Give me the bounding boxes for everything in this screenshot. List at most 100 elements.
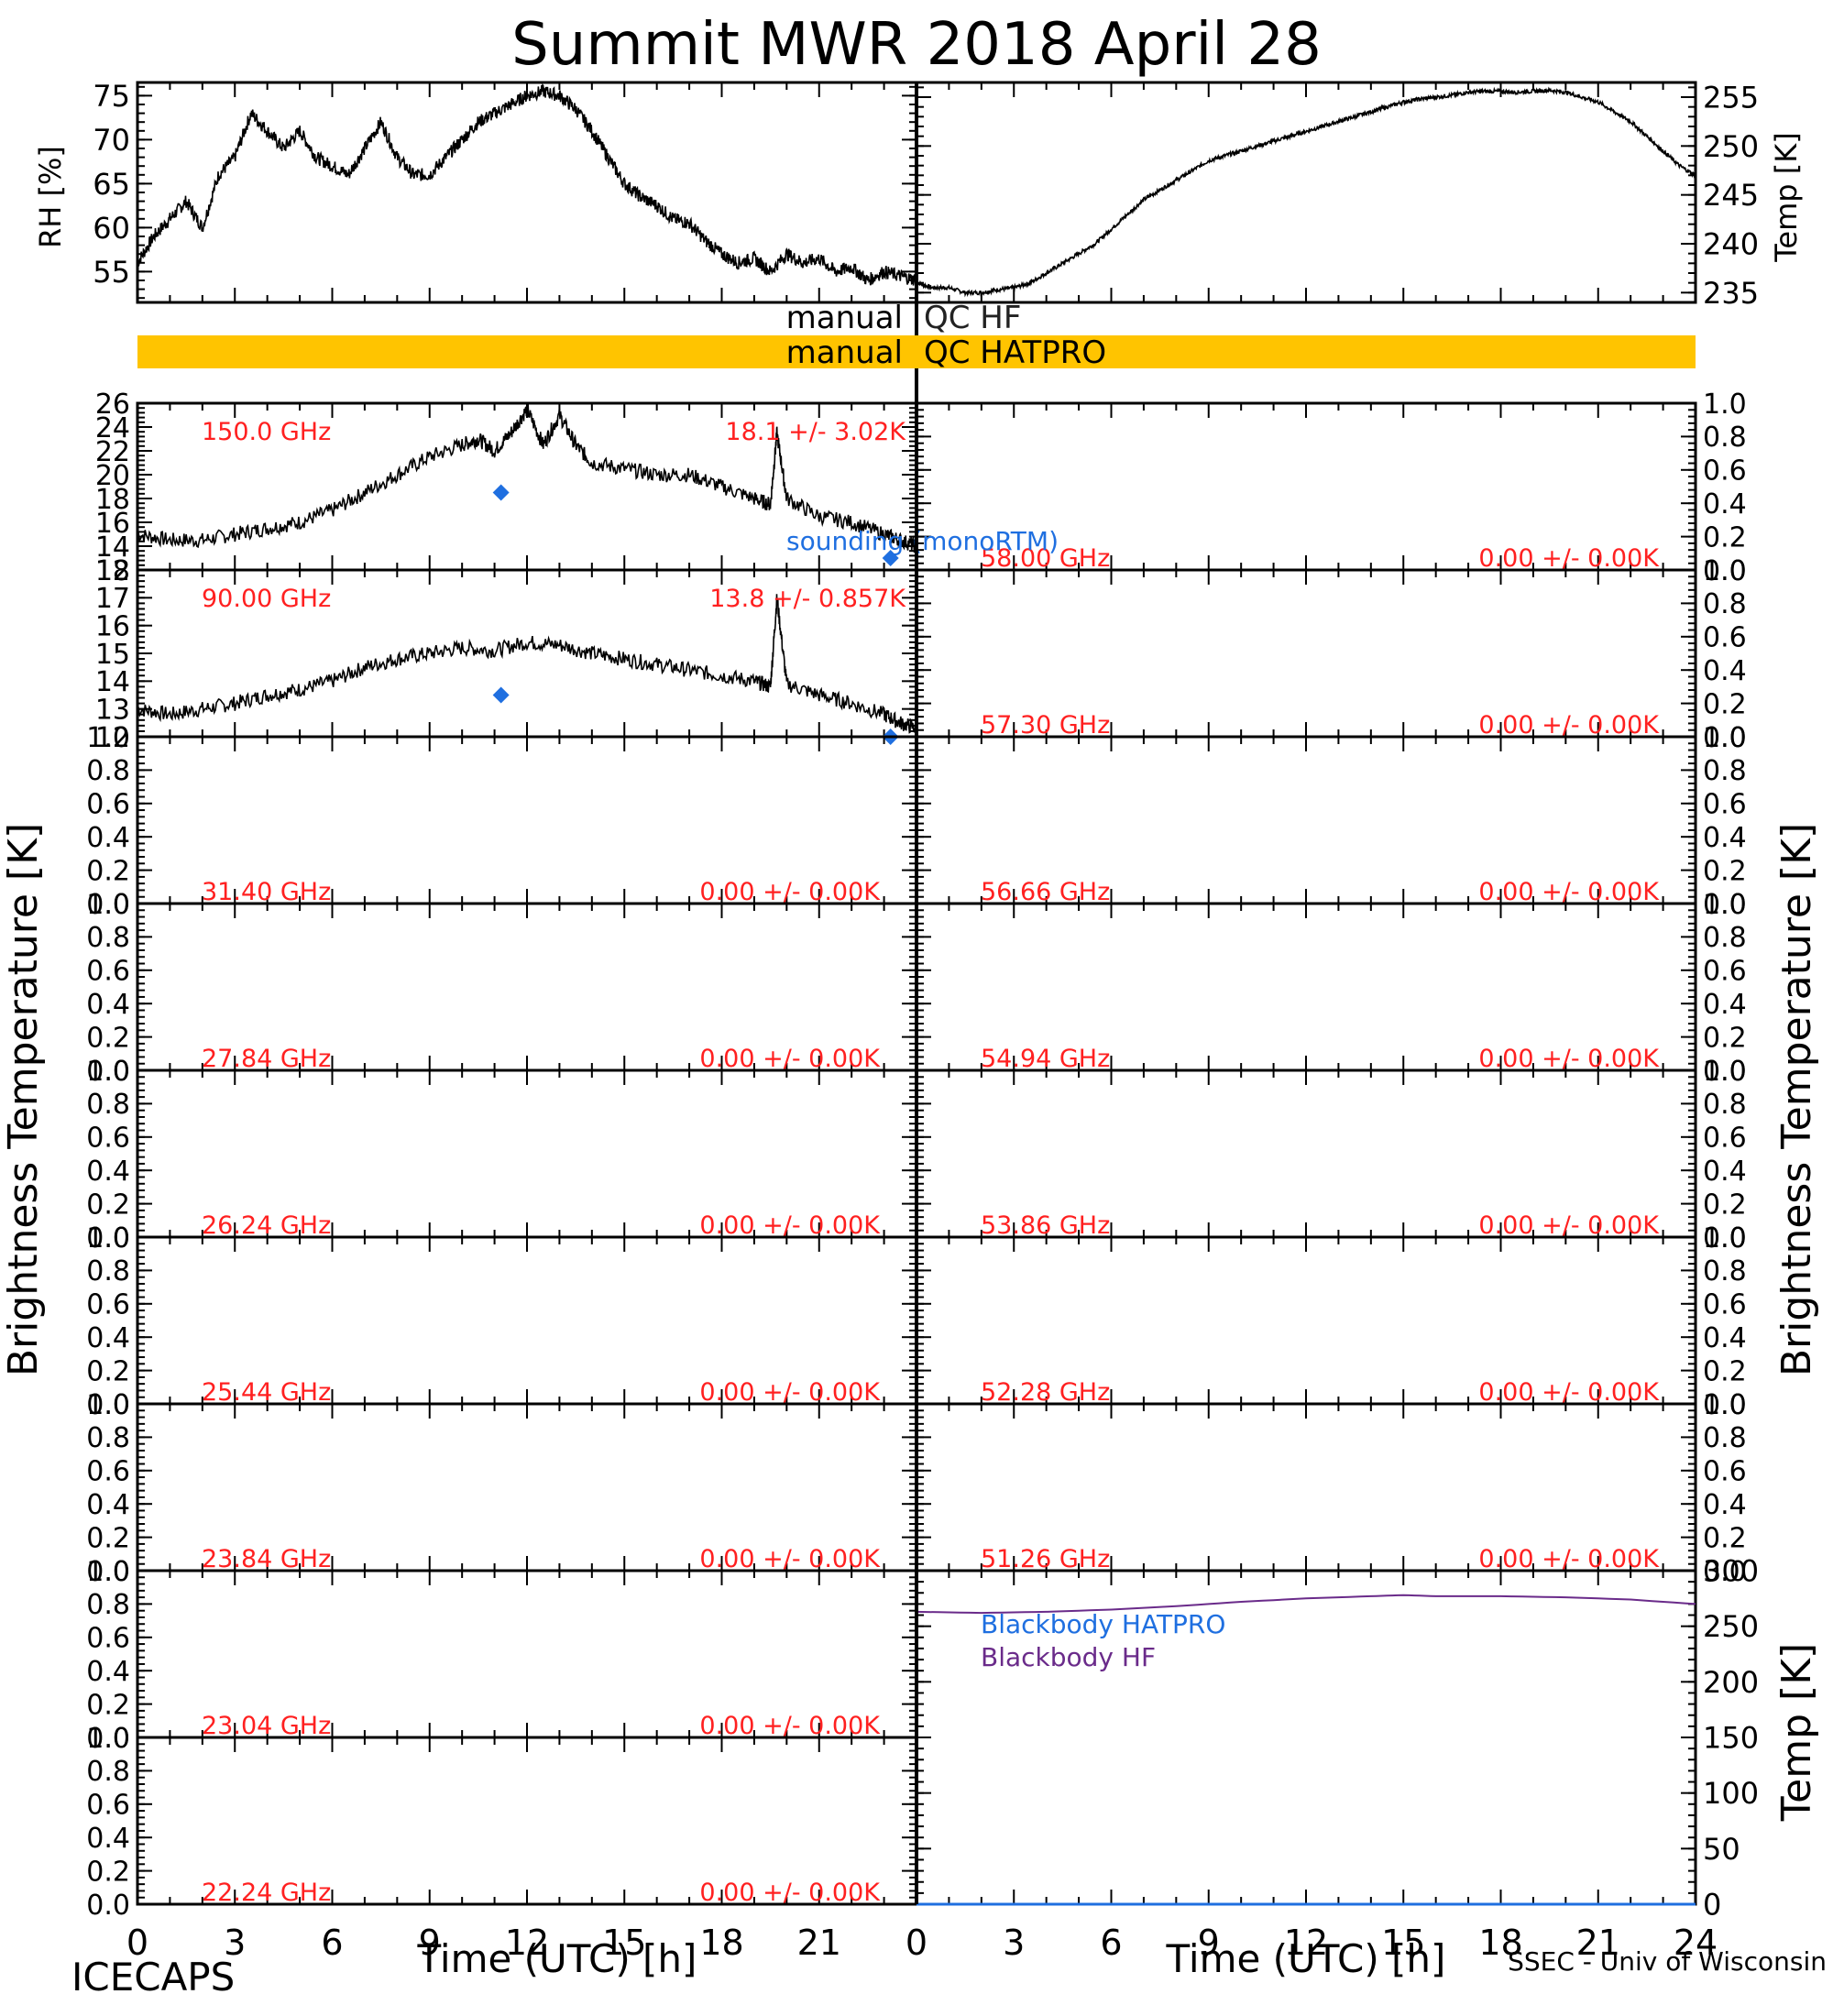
qc-hatpro-bar <box>137 335 1696 368</box>
x-tick-label: 6 <box>1100 1923 1122 1963</box>
tb-tick-label: 0.4 <box>1703 655 1747 687</box>
tb-tick-label: 0.6 <box>1703 789 1747 821</box>
stat-label: 0.00 +/- 0.00K <box>1478 1045 1660 1073</box>
temp-axis-label: Temp [K] <box>1769 132 1804 262</box>
x-tick-label: 21 <box>797 1923 841 1963</box>
tb-tick-label: 0.0 <box>86 1556 130 1588</box>
x-tick-label: 3 <box>224 1923 246 1963</box>
tb-tick-label: 0.0 <box>86 1056 130 1088</box>
tb-tick-label: 0.6 <box>86 1289 130 1321</box>
bb-hf-legend: Blackbody HF <box>981 1642 1156 1672</box>
rh-tick-label: 65 <box>93 167 130 202</box>
tb-tick-label: 1.0 <box>86 1389 130 1421</box>
x-tick-label: 9 <box>1198 1923 1220 1963</box>
freq-label: 58.00 GHz <box>981 544 1110 573</box>
tb-tick-label: 0.8 <box>1703 422 1747 454</box>
stat-label: 0.00 +/- 0.00K <box>1478 1211 1660 1240</box>
rh-tick-label: 70 <box>93 123 130 158</box>
x-tick-label: 0 <box>906 1923 927 1963</box>
freq-label: 27.84 GHz <box>202 1045 331 1073</box>
rh-axis-label: RH [%] <box>33 146 68 248</box>
tb-tick-label: 0.8 <box>86 755 130 787</box>
freq-label: 54.94 GHz <box>981 1045 1110 1073</box>
tb-tick-label: 13 <box>95 694 130 726</box>
footer-right: SSEC - Univ of Wisconsin <box>1508 1946 1827 1977</box>
tb-tick-label: 16 <box>95 610 130 642</box>
tb-tick-label: 0.2 <box>86 1522 130 1554</box>
stat-label: 0.00 +/- 0.00K <box>699 1378 881 1407</box>
tb-tick-label: 0.6 <box>1703 1289 1747 1321</box>
tb-tick-label: 0.2 <box>1703 1522 1747 1554</box>
qc-hf-label-right: QC HF <box>924 300 1021 336</box>
tb-tick-label: 0.2 <box>86 1022 130 1054</box>
x-tick-label: 12 <box>505 1923 549 1963</box>
blackbody-tick-label: 100 <box>1703 1776 1759 1811</box>
tb-tick-label: 0.0 <box>86 1222 130 1255</box>
tb-tick-label: 0.0 <box>86 1389 130 1421</box>
tb-tick-label: 1.0 <box>1703 722 1747 754</box>
tb-tick-label: 24 <box>95 412 130 444</box>
tb-tick-label: 1.0 <box>86 1056 130 1088</box>
tb-tick-label: 0.0 <box>86 1890 130 1922</box>
stat-label: 0.00 +/- 0.00K <box>699 878 881 906</box>
temp-tick-label: 245 <box>1703 178 1759 213</box>
x-axis-label-left: Time (UTC) [h] <box>417 1936 697 1981</box>
tb-tick-label: 0.4 <box>1703 1489 1747 1521</box>
x-tick-label: 18 <box>1478 1923 1522 1963</box>
tb-tick-label: 1.0 <box>1703 1389 1747 1421</box>
freq-label: 22.24 GHz <box>202 1879 331 1907</box>
stat-label: 0.00 +/- 0.00K <box>699 1712 881 1740</box>
stat-label: 0.00 +/- 0.00K <box>1478 1378 1660 1407</box>
tb-tick-label: 0.2 <box>1703 855 1747 887</box>
temp-series <box>916 86 1696 298</box>
qc-hf-label-left: manual <box>786 300 903 336</box>
tb-tick-label: 0.2 <box>86 1355 130 1387</box>
x-tick-label: 18 <box>699 1923 743 1963</box>
tb-tick-label: 0.0 <box>1703 1222 1747 1255</box>
tb-tick-label: 0.2 <box>86 855 130 887</box>
sounding-point <box>492 686 510 704</box>
tb-tick-label: 1.0 <box>1703 889 1747 921</box>
stat-label: 0.00 +/- 0.00K <box>699 1211 881 1240</box>
tb-tick-label: 1.0 <box>86 889 130 921</box>
tb-tick-label: 0.0 <box>1703 722 1747 754</box>
temp-tick-label: 250 <box>1703 129 1759 164</box>
tb-tick-label: 0.6 <box>86 789 130 821</box>
tb-tick-label: 0.4 <box>1703 822 1747 854</box>
freq-label: 31.40 GHz <box>202 878 331 906</box>
tb-tick-label: 0.2 <box>1703 1355 1747 1387</box>
tb-tick-label: 1.0 <box>1703 555 1747 587</box>
rh-tick-label: 55 <box>93 255 130 290</box>
tb-tick-label: 1.0 <box>86 1222 130 1255</box>
tb-tick-label: 0.6 <box>86 1123 130 1155</box>
freq-label: 150.0 GHz <box>202 418 331 446</box>
bb-hf-series <box>916 1594 1696 1615</box>
x-tick-label: 12 <box>1284 1923 1328 1963</box>
freq-label: 56.66 GHz <box>981 878 1110 906</box>
tb-tick-label: 0.0 <box>1703 1556 1747 1588</box>
tb-tick-label: 18 <box>95 484 130 516</box>
qc-hatpro-label-right: QC HATPRO <box>924 334 1106 371</box>
panels: 5560657075235240245250255121416182022242… <box>86 79 1759 1963</box>
tb-tick-label: 0.0 <box>86 1723 130 1755</box>
qc-hatpro-label-left: manual <box>786 334 903 371</box>
tb-tick-label: 0.6 <box>1703 1456 1747 1488</box>
tb-tick-label: 0.4 <box>86 822 130 854</box>
tb-tick-label: 1.0 <box>86 1556 130 1588</box>
tb-tick-label: 1.0 <box>86 1723 130 1755</box>
temp-tick-label: 240 <box>1703 227 1759 262</box>
blackbody-tick-label: 300 <box>1703 1554 1759 1589</box>
sounding-legend: sounding (monoRTM) <box>786 526 1059 556</box>
qc-bars: manual <box>137 300 1696 368</box>
tb-tick-label: 0.8 <box>1703 1089 1747 1121</box>
tb-tick-label: 0.4 <box>86 989 130 1021</box>
tb-tick-label: 0.4 <box>86 1656 130 1688</box>
tb-tick-label: 20 <box>95 460 130 492</box>
tb-tick-label: 0.8 <box>86 1589 130 1621</box>
tb-tick-label: 0.4 <box>1703 488 1747 520</box>
tb-tick-label: 0.4 <box>86 1489 130 1521</box>
x-tick-label: 24 <box>1674 1923 1718 1963</box>
tb-tick-label: 0.8 <box>1703 588 1747 620</box>
tb-series <box>137 401 917 553</box>
tb-tick-label: 12 <box>95 555 130 587</box>
